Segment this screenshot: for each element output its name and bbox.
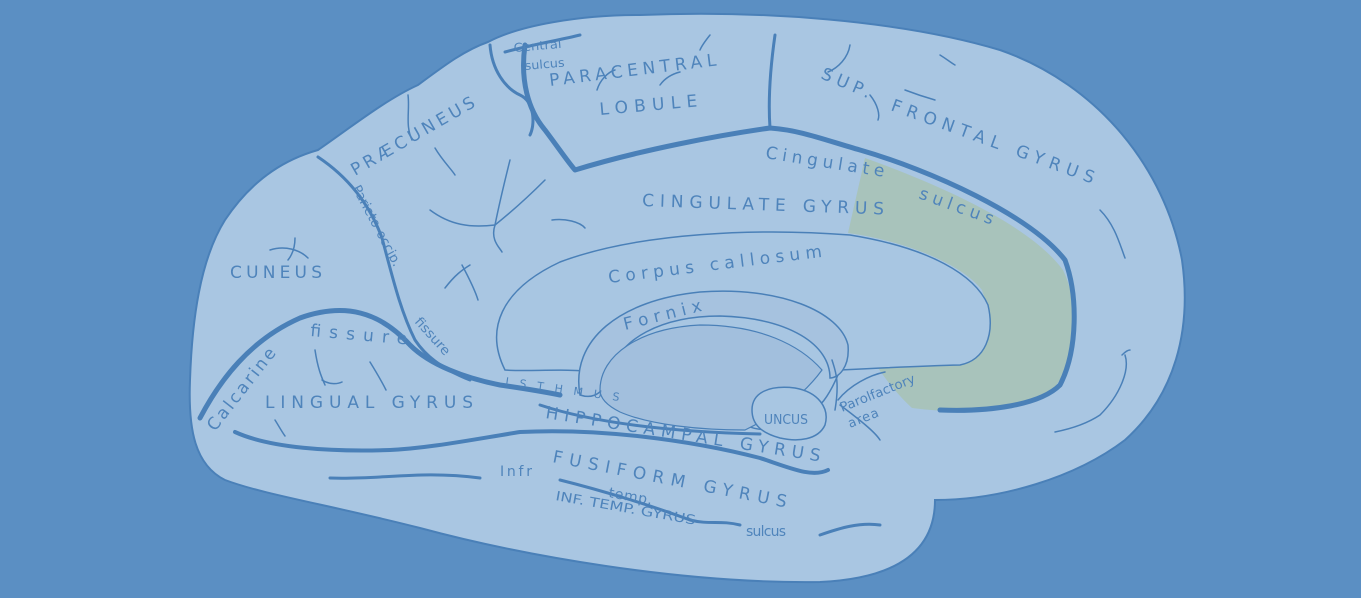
marginal-branch-line	[767, 33, 777, 130]
central-sulcus-top	[503, 33, 582, 54]
temp-label: temp.	[607, 485, 653, 508]
uncus-shape	[751, 386, 827, 441]
inf-temp-sulcus-line	[328, 473, 882, 537]
cingulate-highlight	[848, 158, 1075, 412]
central-sulcus-label-1: Central	[513, 37, 562, 55]
uncus-label: UNCUS	[764, 413, 808, 428]
collateral-sulcus-line	[233, 429, 830, 475]
parieto-occipital-fissure-line	[316, 155, 472, 382]
cingulate-sulcus-line	[521, 42, 1077, 413]
minor-sulci	[269, 34, 1131, 441]
calcarine-fissure-line	[197, 308, 563, 421]
hippocampal-sulcus-line	[538, 403, 762, 436]
temp-sulcus-label: sulcus	[746, 524, 786, 540]
central-sulcus-label-2: sulcus	[524, 56, 565, 73]
subparietal-sulcus-line	[488, 43, 535, 137]
